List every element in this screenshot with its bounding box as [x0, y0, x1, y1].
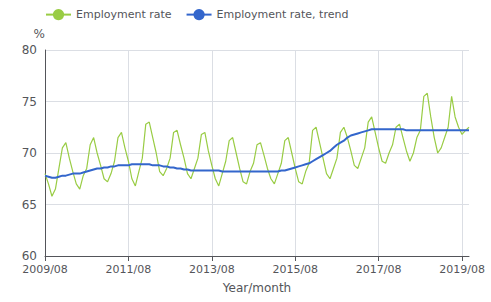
svg-text:2013/08: 2013/08 — [189, 263, 235, 276]
svg-text:65: 65 — [22, 198, 37, 212]
svg-text:Year/month: Year/month — [222, 281, 291, 295]
svg-text:%: % — [34, 27, 45, 41]
svg-text:Employment rate, trend: Employment rate, trend — [217, 8, 349, 21]
svg-text:2009/08: 2009/08 — [22, 263, 68, 276]
svg-text:Employment rate: Employment rate — [76, 8, 172, 21]
svg-text:2015/08: 2015/08 — [272, 263, 318, 276]
svg-text:60: 60 — [22, 249, 37, 263]
svg-text:2011/08: 2011/08 — [106, 263, 152, 276]
svg-text:70: 70 — [22, 146, 37, 160]
svg-text:2017/08: 2017/08 — [356, 263, 402, 276]
svg-text:75: 75 — [22, 95, 37, 109]
svg-text:80: 80 — [22, 43, 37, 57]
svg-text:2019/08: 2019/08 — [439, 263, 485, 276]
